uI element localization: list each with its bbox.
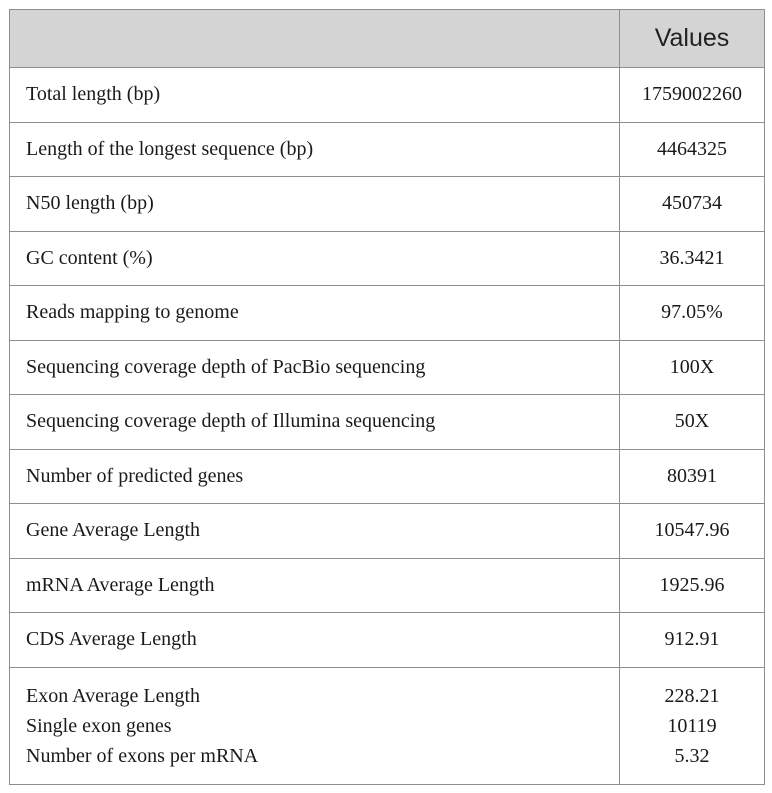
row-value: 100X <box>619 339 765 395</box>
row-value: 80391 <box>619 448 765 504</box>
table-row: N50 length (bp) 450734 <box>9 176 765 232</box>
table-row: Sequencing coverage depth of PacBio sequ… <box>9 339 765 395</box>
table-row: Number of predicted genes 80391 <box>9 448 765 504</box>
row-label: CDS Average Length <box>9 612 620 668</box>
table-row: CDS Average Length 912.91 <box>9 612 765 668</box>
row-label: Single exon genes <box>26 714 172 737</box>
row-label: Length of the longest sequence (bp) <box>9 121 620 177</box>
header-values-column: Values <box>619 9 765 68</box>
row-value: 50X <box>619 394 765 450</box>
row-label: Sequencing coverage depth of Illumina se… <box>9 394 620 450</box>
row-value: 4464325 <box>619 121 765 177</box>
row-value: 912.91 <box>619 612 765 668</box>
row-label: Total length (bp) <box>9 67 620 123</box>
row-value: 1759002260 <box>619 67 765 123</box>
row-label-group: Exon Average Length Single exon genes Nu… <box>9 666 620 785</box>
row-label: Number of predicted genes <box>9 448 620 504</box>
row-value: 10547.96 <box>619 503 765 559</box>
table-row: Length of the longest sequence (bp) 4464… <box>9 121 765 177</box>
row-label: Number of exons per mRNA <box>26 744 259 767</box>
table-row: Sequencing coverage depth of Illumina se… <box>9 394 765 450</box>
row-value: 97.05% <box>619 285 765 341</box>
header-label-column <box>9 9 620 68</box>
row-value-group: 228.21 10119 5.32 <box>619 666 765 785</box>
row-value: 36.3421 <box>619 230 765 286</box>
row-label: Reads mapping to genome <box>9 285 620 341</box>
table-row-multiline: Exon Average Length Single exon genes Nu… <box>9 666 765 785</box>
table-row: Reads mapping to genome 97.05% <box>9 285 765 341</box>
row-label: Exon Average Length <box>26 684 201 707</box>
row-label: mRNA Average Length <box>9 557 620 613</box>
table-row: Total length (bp) 1759002260 <box>9 67 765 123</box>
table-row: mRNA Average Length 1925.96 <box>9 557 765 613</box>
row-value: 1925.96 <box>619 557 765 613</box>
table-row: GC content (%) 36.3421 <box>9 230 765 286</box>
row-value: 450734 <box>619 176 765 232</box>
table-row: Gene Average Length 10547.96 <box>9 503 765 559</box>
row-label: Sequencing coverage depth of PacBio sequ… <box>9 339 620 395</box>
row-value: 10119 <box>667 714 717 737</box>
row-label: N50 length (bp) <box>9 176 620 232</box>
row-value: 5.32 <box>674 744 710 767</box>
header-row: Values <box>9 9 765 68</box>
row-label: GC content (%) <box>9 230 620 286</box>
genome-statistics-table: Values Total length (bp) 1759002260 Leng… <box>9 9 765 785</box>
row-label: Gene Average Length <box>9 503 620 559</box>
row-value: 228.21 <box>664 684 720 707</box>
